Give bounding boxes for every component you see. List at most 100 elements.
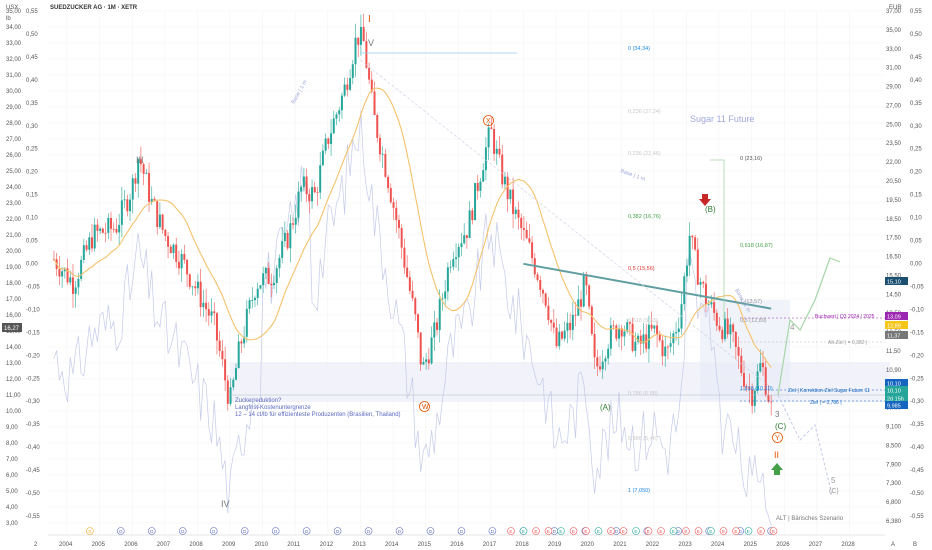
wave-label: I bbox=[368, 14, 371, 25]
candle-body bbox=[142, 164, 145, 174]
fib-right-frame bbox=[710, 159, 725, 320]
candle-body bbox=[408, 277, 411, 291]
candle-body bbox=[259, 285, 262, 289]
left-axis-a-tick: 14,00 bbox=[6, 345, 22, 351]
right-axis-b-tick: 0,10 bbox=[910, 216, 922, 222]
candle-body bbox=[188, 274, 191, 287]
support-zone bbox=[230, 362, 890, 402]
candle-body bbox=[340, 95, 343, 111]
candle-body bbox=[164, 229, 167, 237]
earnings-marker: E bbox=[659, 529, 662, 534]
price-badge: 10,10 bbox=[887, 382, 901, 388]
candle-body bbox=[588, 285, 591, 307]
candle-body bbox=[313, 187, 316, 193]
candle-body bbox=[506, 176, 509, 200]
bull-scenario-path bbox=[777, 257, 841, 396]
wave-circle bbox=[772, 432, 783, 443]
candle-body bbox=[283, 232, 286, 242]
candle-body bbox=[104, 232, 107, 234]
candle-body bbox=[756, 371, 759, 391]
right-axis-b-tick: -0,20 bbox=[910, 353, 924, 359]
candle-body bbox=[365, 41, 368, 68]
price-badge-bg bbox=[885, 386, 908, 394]
x-axis-tick: 2025 bbox=[744, 542, 758, 548]
earnings-marker-circle bbox=[719, 527, 728, 535]
event-marker-circle bbox=[302, 527, 311, 535]
x-axis-tick: 2013 bbox=[352, 542, 366, 548]
candle-body bbox=[661, 340, 664, 357]
wave-label: (C) bbox=[829, 488, 839, 495]
candle-body bbox=[495, 148, 498, 154]
right-axis-a-tick: 11,50 bbox=[886, 349, 901, 355]
right-axis-a-tick: 25,00 bbox=[886, 122, 902, 128]
candle-body bbox=[332, 118, 335, 134]
candle-body bbox=[582, 275, 585, 307]
event-marker: D bbox=[243, 529, 247, 534]
left-axis-b-tick: -0,15 bbox=[26, 330, 40, 336]
candle-body bbox=[351, 64, 354, 79]
candle-body bbox=[234, 368, 237, 380]
right-axis-b-tick: -0,30 bbox=[910, 399, 924, 405]
earnings-marker: E bbox=[747, 529, 750, 534]
candle-body bbox=[196, 281, 199, 289]
left-axis-a-tick: 17,00 bbox=[6, 297, 22, 303]
candle-body bbox=[672, 333, 675, 344]
earnings-marker: E bbox=[697, 529, 700, 534]
left-axis-b-tick: -0,55 bbox=[26, 514, 40, 520]
candle-body bbox=[215, 313, 218, 341]
left-axis-a-tick: 10,00 bbox=[6, 409, 22, 415]
x-axis-tick: 2019 bbox=[548, 542, 562, 548]
wave-label: 4 bbox=[790, 323, 795, 332]
candle-body bbox=[522, 228, 525, 230]
candle-body bbox=[664, 346, 667, 357]
candle-body bbox=[416, 314, 419, 333]
candle-body bbox=[764, 367, 767, 395]
left-axis-a-tick: 8,00 bbox=[6, 441, 18, 447]
candle-body bbox=[601, 361, 604, 370]
candle-body bbox=[289, 223, 292, 249]
price-badge-bg bbox=[885, 394, 908, 402]
candle-body bbox=[444, 291, 447, 299]
right-axis-a-tick: 37,00 bbox=[886, 9, 902, 15]
right-axis-b-tick: 0,35 bbox=[910, 101, 922, 107]
candle-body bbox=[737, 346, 740, 356]
earnings-marker: E bbox=[734, 529, 737, 534]
timezone-label: 2 bbox=[34, 542, 38, 548]
candle-body bbox=[118, 224, 121, 233]
candle-body bbox=[620, 328, 623, 337]
left-unit-top: USX bbox=[6, 5, 18, 11]
x-axis-tick: 2028 bbox=[841, 542, 855, 548]
earnings-marker: E bbox=[772, 529, 775, 534]
candle-body bbox=[438, 299, 441, 330]
left-axis-b-tick: 0,50 bbox=[26, 32, 38, 38]
right-axis-a-tick: 31,00 bbox=[886, 66, 902, 72]
candle-body bbox=[273, 283, 276, 286]
plot-area[interactable] bbox=[48, 0, 885, 535]
candle-body bbox=[422, 361, 425, 365]
candle-body bbox=[281, 241, 284, 258]
left-axis-b-tick: -0,50 bbox=[26, 491, 40, 497]
right-axis-a-tick: 29,00 bbox=[886, 85, 902, 91]
candle-body bbox=[734, 331, 737, 347]
candle-body bbox=[721, 329, 724, 340]
fib-label-top: 0,5 (15,56) bbox=[628, 266, 655, 272]
candle-body bbox=[112, 228, 115, 230]
candle-body bbox=[286, 232, 289, 249]
candle-body bbox=[267, 267, 270, 284]
earnings-marker-circle bbox=[544, 527, 553, 535]
candle-body bbox=[770, 401, 773, 403]
candle-body bbox=[615, 325, 618, 339]
right-axis-a-tick: 7,300 bbox=[886, 481, 902, 487]
x-axis-tick: 2007 bbox=[157, 542, 171, 548]
event-marker: D bbox=[460, 529, 464, 534]
earnings-marker: E bbox=[584, 529, 587, 534]
candle-body bbox=[120, 200, 123, 225]
candle-body bbox=[501, 154, 504, 185]
x-axis-tick: 2018 bbox=[515, 542, 529, 548]
event-marker-circle bbox=[240, 527, 249, 535]
candle-body bbox=[585, 275, 588, 286]
candle-body bbox=[579, 299, 582, 307]
candle-body bbox=[425, 359, 428, 362]
candle-body bbox=[88, 237, 91, 250]
